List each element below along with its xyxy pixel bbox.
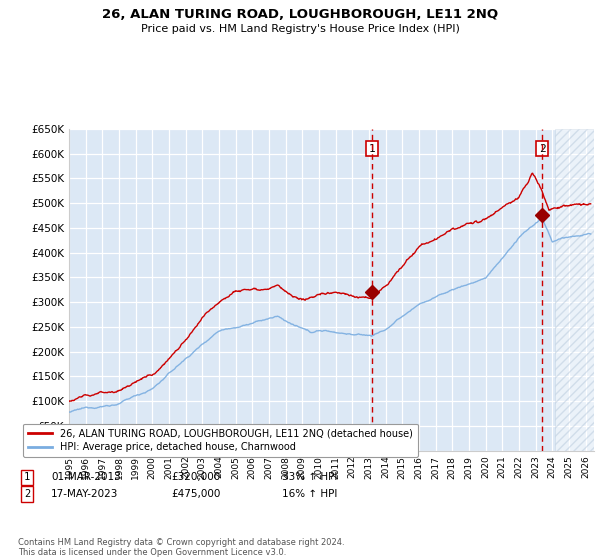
Text: £320,000: £320,000 [171, 472, 220, 482]
Text: 33% ↑ HPI: 33% ↑ HPI [282, 472, 337, 482]
Text: 1: 1 [368, 143, 375, 153]
Text: £475,000: £475,000 [171, 489, 220, 499]
Text: 01-MAR-2013: 01-MAR-2013 [51, 472, 121, 482]
Bar [555, 129, 600, 451]
Text: Price paid vs. HM Land Registry's House Price Index (HPI): Price paid vs. HM Land Registry's House … [140, 24, 460, 34]
Text: 17-MAY-2023: 17-MAY-2023 [51, 489, 118, 499]
Legend: 26, ALAN TURING ROAD, LOUGHBOROUGH, LE11 2NQ (detached house), HPI: Average pric: 26, ALAN TURING ROAD, LOUGHBOROUGH, LE11… [23, 423, 418, 457]
Text: 26, ALAN TURING ROAD, LOUGHBOROUGH, LE11 2NQ: 26, ALAN TURING ROAD, LOUGHBOROUGH, LE11… [102, 8, 498, 21]
Text: 1: 1 [24, 472, 30, 482]
Text: Contains HM Land Registry data © Crown copyright and database right 2024.
This d: Contains HM Land Registry data © Crown c… [18, 538, 344, 557]
Text: 2: 2 [539, 143, 545, 153]
Text: 2: 2 [24, 489, 30, 499]
Text: 16% ↑ HPI: 16% ↑ HPI [282, 489, 337, 499]
